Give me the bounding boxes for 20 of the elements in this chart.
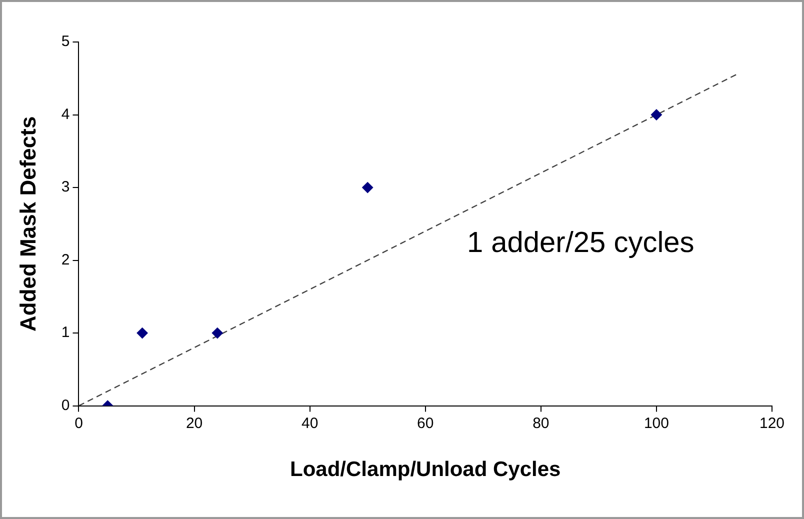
annotation: 1 adder/25 cycles	[466, 226, 694, 259]
x-tick-label: 40	[301, 414, 318, 432]
x-tick-label: 80	[532, 414, 550, 432]
x-axis-title: Load/Clamp/Unload Cycles	[290, 458, 561, 482]
y-tick-label: 1	[61, 324, 70, 342]
x-tick-label: 100	[644, 414, 669, 432]
y-tick-label: 5	[61, 33, 70, 50]
point	[650, 109, 662, 120]
x-tick-label: 20	[186, 414, 203, 432]
y-tick-label: 2	[61, 251, 70, 268]
x-tick-label: 0	[74, 414, 83, 432]
y-axis-title: Added Mask Defects	[15, 116, 40, 332]
point	[212, 328, 223, 339]
y-tick-label: 3	[61, 178, 70, 196]
y-tick-label: 4	[61, 106, 70, 123]
x-tick-label: 120	[759, 414, 785, 432]
point	[362, 182, 374, 194]
y-tick-label: 0	[61, 396, 70, 414]
x-tick-label: 60	[417, 414, 434, 432]
point	[136, 328, 148, 339]
